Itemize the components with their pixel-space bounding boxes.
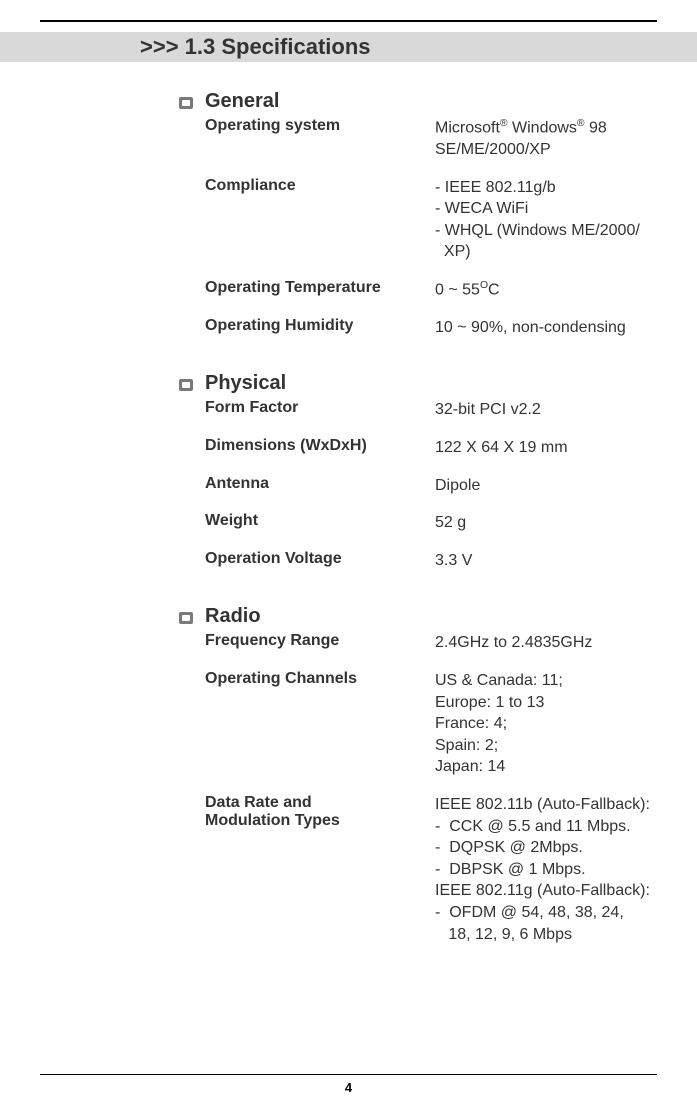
section-title-row: General [179,90,657,113]
spec-label: Frequency Range [205,632,435,654]
spec-section-general: General Operating system Microsoft® Wind… [205,90,657,338]
spec-value: 32-bit PCI v2.2 [435,399,541,421]
spec-label: Operating Channels [205,670,435,778]
spec-row: Weight 52 g [205,512,657,534]
bullet-icon [179,611,193,623]
spec-row: Frequency Range 2.4GHz to 2.4835GHz [205,632,657,654]
section-title: Radio [205,605,261,628]
spec-value: 3.3 V [435,550,472,572]
section-title: Physical [205,372,286,395]
spec-row: Operating Temperature 0 ~ 55OC [205,279,657,301]
page-number: 4 [0,1080,697,1095]
spec-row: Operation Voltage 3.3 V [205,550,657,572]
spec-row: Antenna Dipole [205,475,657,497]
spec-row: Form Factor 32-bit PCI v2.2 [205,399,657,421]
spec-row: Operating system Microsoft® Windows® 98 … [205,117,657,161]
spec-label: Weight [205,512,435,534]
spec-row: Operating Humidity 10 ~ 90%, non-condens… [205,317,657,339]
spec-section-radio: Radio Frequency Range 2.4GHz to 2.4835GH… [205,605,657,945]
bullet-icon [179,378,193,390]
spec-value: 122 X 64 X 19 mm [435,437,568,459]
spec-value: - IEEE 802.11g/b- WECA WiFi- WHQL (Windo… [435,177,640,263]
spec-value: Microsoft® Windows® 98 SE/ME/2000/XP [435,117,657,161]
spec-value: 10 ~ 90%, non-condensing [435,317,626,339]
spec-label: Operating system [205,117,435,161]
spec-label: Operating Temperature [205,279,435,301]
spec-label: Dimensions (WxDxH) [205,437,435,459]
section-title-row: Physical [179,372,657,395]
section-title-row: Radio [179,605,657,628]
spec-label: Form Factor [205,399,435,421]
spec-label: Data Rate and Modulation Types [205,794,435,945]
spec-row: Dimensions (WxDxH) 122 X 64 X 19 mm [205,437,657,459]
content-area: General Operating system Microsoft® Wind… [205,90,657,945]
spec-value: US & Canada: 11;Europe: 1 to 13France: 4… [435,670,563,778]
bullet-icon [179,96,193,108]
top-rule [40,20,657,22]
spec-value: 52 g [435,512,466,534]
spec-section-physical: Physical Form Factor 32-bit PCI v2.2 Dim… [205,372,657,571]
spec-label: Antenna [205,475,435,497]
spec-value: 2.4GHz to 2.4835GHz [435,632,592,654]
section-title: General [205,90,279,113]
spec-value: Dipole [435,475,480,497]
spec-label: Operation Voltage [205,550,435,572]
section-heading: >>> 1.3 Specifications [140,34,371,59]
spec-label: Operating Humidity [205,317,435,339]
spec-label: Compliance [205,177,435,263]
spec-row: Operating Channels US & Canada: 11;Europ… [205,670,657,778]
spec-value: IEEE 802.11b (Auto-Fallback):- CCK @ 5.5… [435,794,650,945]
section-heading-bar: >>> 1.3 Specifications [0,32,697,62]
spec-row: Data Rate and Modulation Types IEEE 802.… [205,794,657,945]
page: >>> 1.3 Specifications General Operating… [0,0,697,1107]
spec-row: Compliance - IEEE 802.11g/b- WECA WiFi- … [205,177,657,263]
spec-value: 0 ~ 55OC [435,279,500,301]
bottom-rule [40,1074,657,1075]
